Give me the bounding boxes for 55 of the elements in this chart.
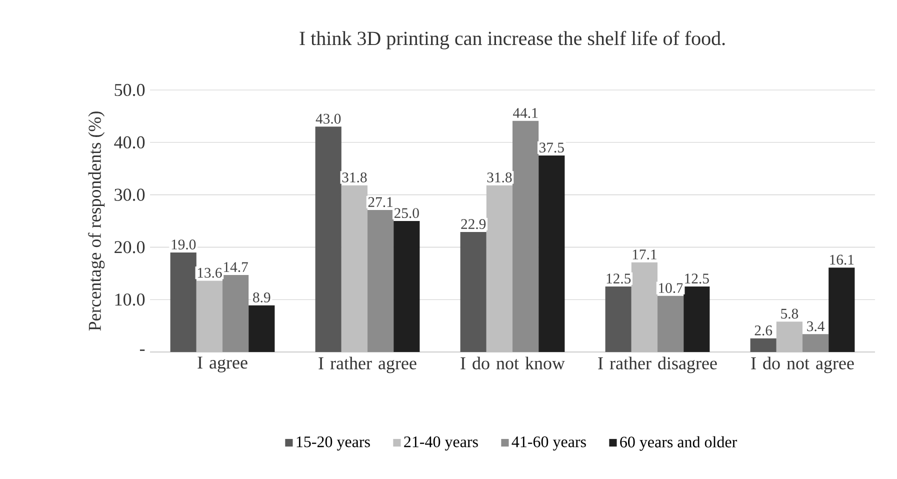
bar [776,322,803,352]
y-tick-label: 30.0 [114,188,145,201]
data-label: 2.6 [754,326,772,336]
data-label: 12.5 [685,274,709,284]
data-label: 25.0 [394,208,419,218]
data-label: 12.5 [606,274,631,284]
bar [605,286,632,352]
data-label: 5.8 [781,308,798,319]
data-label: 31.8 [487,172,512,182]
x-tick-label: I rather disagree [598,356,717,374]
bar [684,286,710,352]
data-label: 17.1 [632,250,656,260]
data-label: 31.8 [342,172,367,182]
y-axis-title: Percentage of respondents (%) [88,112,105,331]
chart-title: I think 3D printing can increase the shelf life of food. [300,30,725,50]
x-tick-label: I do not agree [751,356,854,374]
data-label: 3.4 [807,321,824,332]
bar [368,210,394,352]
bar [315,126,342,352]
bar [750,338,776,352]
legend-label: 41-60 years [512,436,586,451]
bar [631,262,658,352]
bar [460,232,486,352]
data-label: 43.0 [316,114,341,124]
y-tick-label: 10.0 [115,293,145,306]
bar [538,156,565,352]
data-label: 8.9 [253,292,270,302]
y-tick-label: 20.0 [114,241,145,254]
bar [802,334,829,352]
bar [170,252,196,352]
y-tick-label: - [140,350,145,351]
bar [222,274,249,352]
bar [248,305,275,352]
data-label: 13.6 [198,268,222,278]
legend-label: 60 years and older [620,436,738,451]
bar [512,120,539,352]
data-label: 19.0 [172,240,196,250]
x-tick-label: I do not know [460,356,565,370]
data-label: 22.9 [461,219,486,230]
data-label: 10.7 [659,283,683,293]
data-label: 27.1 [368,197,392,208]
bar [341,185,368,352]
x-tick-label: I agree [198,356,248,372]
y-tick-label: 40.0 [114,136,145,149]
data-label: 44.1 [513,108,538,118]
data-label: 37.5 [540,142,564,153]
data-label: 14.7 [224,262,248,272]
legend-label: 15-20 years [296,436,370,451]
x-tick-label: I rather agree [318,356,416,374]
bar [486,185,512,352]
y-tick-label: 50.0 [114,84,145,96]
bar [828,268,855,352]
data-label: 16.1 [830,254,854,265]
bar [394,221,420,352]
legend-label: 21-40 years [404,436,478,451]
